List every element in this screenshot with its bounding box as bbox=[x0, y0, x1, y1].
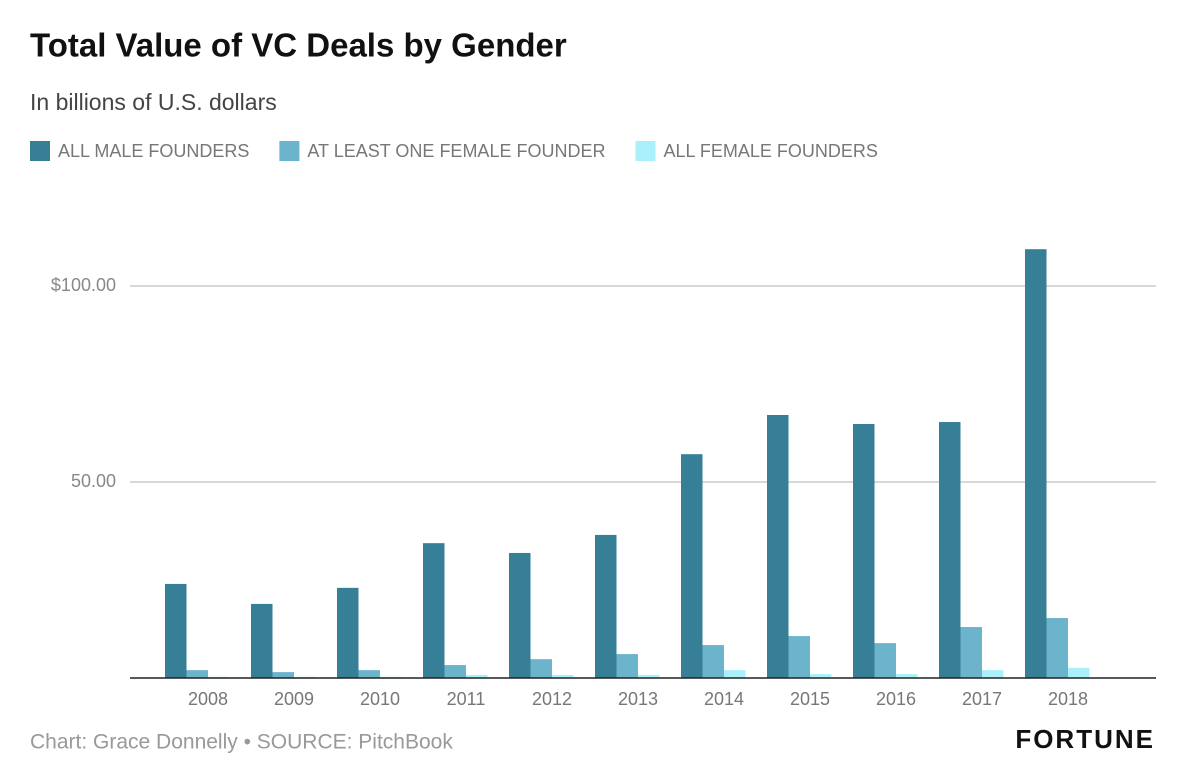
bar bbox=[423, 543, 445, 678]
bar bbox=[1046, 618, 1068, 678]
legend-swatch bbox=[279, 141, 300, 161]
bar bbox=[960, 627, 982, 678]
bar bbox=[874, 643, 896, 678]
y-tick-label: $100.00 bbox=[51, 275, 116, 295]
legend-label: AT LEAST ONE FEMALE FOUNDER bbox=[307, 141, 605, 161]
bar bbox=[681, 454, 703, 678]
bar bbox=[616, 654, 638, 678]
x-tick-label: 2018 bbox=[1048, 689, 1088, 709]
y-tick-label: 50.00 bbox=[71, 471, 116, 491]
bar bbox=[272, 672, 294, 678]
bar bbox=[509, 552, 531, 678]
bar bbox=[466, 674, 488, 678]
legend-label: ALL FEMALE FOUNDERS bbox=[663, 141, 877, 161]
x-tick-label: 2008 bbox=[188, 689, 228, 709]
bar bbox=[358, 670, 380, 678]
x-tick-label: 2016 bbox=[876, 689, 916, 709]
chart-title: Total Value of VC Deals by Gender bbox=[30, 27, 567, 64]
x-tick-label: 2012 bbox=[532, 689, 572, 709]
bar bbox=[337, 587, 359, 678]
bar bbox=[724, 670, 746, 678]
x-tick-label: 2014 bbox=[704, 689, 744, 709]
bar bbox=[186, 670, 208, 678]
bar bbox=[939, 422, 961, 678]
source-note: Chart: Grace Donnelly • SOURCE: PitchBoo… bbox=[30, 731, 453, 754]
bar bbox=[165, 583, 187, 678]
x-tick-label: 2010 bbox=[360, 689, 400, 709]
bar bbox=[702, 645, 724, 678]
bar bbox=[1068, 667, 1090, 678]
bar bbox=[982, 670, 1004, 678]
legend-swatch bbox=[635, 141, 656, 161]
bar bbox=[767, 414, 789, 678]
bar bbox=[552, 674, 574, 678]
bar bbox=[853, 424, 875, 678]
brand-logo: FORTUNE bbox=[1015, 724, 1155, 754]
bar bbox=[595, 534, 617, 678]
bar bbox=[896, 674, 918, 678]
x-tick-label: 2015 bbox=[790, 689, 830, 709]
bar bbox=[788, 636, 810, 678]
bar bbox=[444, 665, 466, 678]
bar bbox=[530, 659, 552, 678]
chart-subtitle: In billions of U.S. dollars bbox=[30, 89, 277, 115]
bar bbox=[810, 674, 832, 678]
legend-swatch bbox=[30, 141, 50, 161]
bar bbox=[251, 603, 273, 678]
legend-label: ALL MALE FOUNDERS bbox=[58, 141, 249, 161]
x-tick-label: 2009 bbox=[274, 689, 314, 709]
x-tick-label: 2017 bbox=[962, 689, 1002, 709]
x-tick-label: 2011 bbox=[447, 689, 486, 709]
x-tick-label: 2013 bbox=[618, 689, 658, 709]
bar bbox=[1025, 249, 1047, 678]
bar bbox=[638, 674, 660, 678]
